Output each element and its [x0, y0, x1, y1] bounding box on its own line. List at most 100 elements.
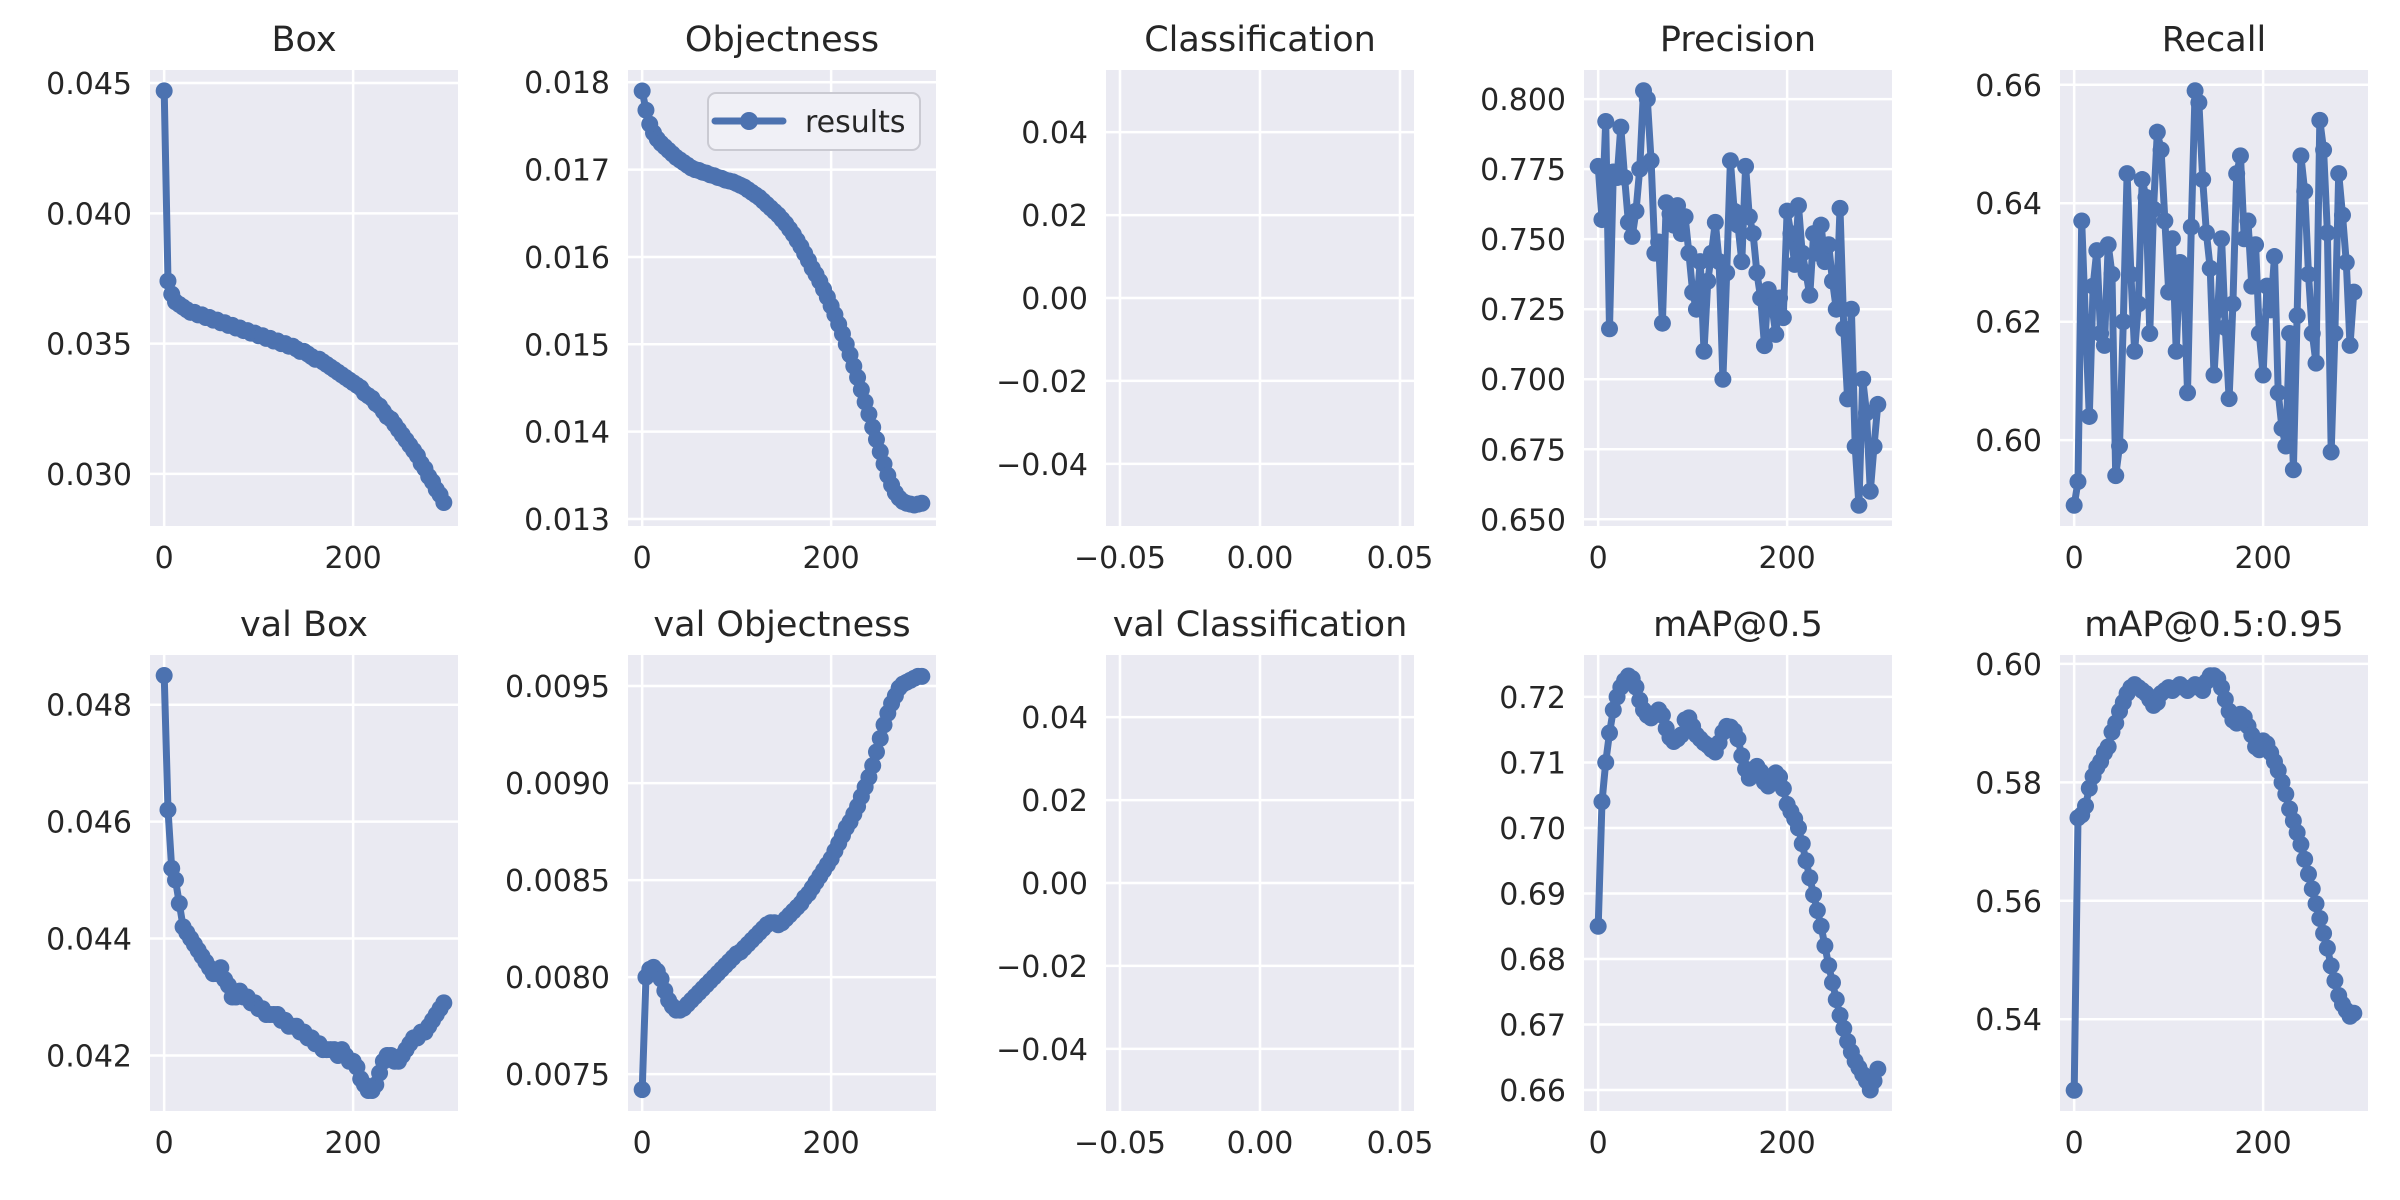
svg-text:200: 200	[324, 541, 381, 576]
subplot-val-classification: val Classification −0.05 0.00 0.05 −0.04 −0.…	[936, 600, 1436, 1191]
svg-text:0.675: 0.675	[1480, 433, 1566, 468]
svg-text:results: results	[805, 105, 906, 140]
svg-text:200: 200	[324, 1126, 381, 1161]
svg-text:0.013: 0.013	[524, 503, 610, 538]
svg-text:0.048: 0.048	[46, 689, 132, 724]
map50-plot: 0 200 0.66 0.67 0.68 0.69 0.70 0.71 0.72	[1499, 655, 1892, 1161]
subplot-val-box: val Box 0 200 0.042 0.044 0.046 0.048	[0, 600, 480, 1191]
svg-text:0.00: 0.00	[1227, 541, 1294, 576]
svg-text:0: 0	[1589, 541, 1608, 576]
precision-plot: 0 200 0.650 0.675 0.700 0.725 0.750 0.775 0.800	[1480, 70, 1892, 576]
svg-text:0.014: 0.014	[524, 416, 610, 451]
svg-text:0.00: 0.00	[1021, 282, 1088, 317]
svg-text:0.58: 0.58	[1975, 766, 2042, 801]
subplot-title-val-objectness: val Objectness	[653, 605, 911, 645]
svg-text:200: 200	[2234, 541, 2291, 576]
map50-95-plot: 0 200 0.54 0.56 0.58 0.60	[1975, 648, 2368, 1161]
subplot-title-box: Box	[271, 20, 337, 60]
subplot-classification: Classification −0.05 0.00 0.05 −0.04 −0.02 0.…	[936, 15, 1436, 606]
svg-text:0.725: 0.725	[1480, 293, 1566, 328]
svg-text:0.042: 0.042	[46, 1039, 132, 1074]
subplot-title-map50-95: mAP@0.5:0.95	[2084, 605, 2344, 645]
svg-text:0.04: 0.04	[1021, 116, 1088, 151]
box-loss-plot: 0 200 0.030 0.035 0.040 0.045	[46, 67, 458, 576]
objectness-loss-plot: 0 200 0.013 0.014 0.015 0.016 0.017 0.018 result…	[524, 66, 936, 576]
svg-text:0.66: 0.66	[1975, 69, 2042, 104]
svg-text:0.046: 0.046	[46, 806, 132, 841]
svg-text:0.04: 0.04	[1021, 701, 1088, 736]
subplot-val-objectness: val Objectness 0 200 0.0075 0.0080 0.0085 0.0…	[458, 600, 958, 1191]
svg-text:0.015: 0.015	[524, 328, 610, 363]
svg-text:0: 0	[1589, 1126, 1608, 1161]
subplot-title-val-box: val Box	[239, 605, 369, 645]
svg-text:0.0080: 0.0080	[505, 961, 610, 996]
subplot-map50-95: mAP@0.5:0.95 0 200 0.54 0.56 0.58 0.60	[1890, 600, 2390, 1191]
svg-text:0.016: 0.016	[524, 241, 610, 276]
subplot-objectness: Objectness 0 200 0.013 0.014 0.015 0.016 0.017…	[458, 15, 958, 606]
svg-text:0.64: 0.64	[1975, 187, 2042, 222]
svg-text:0: 0	[2065, 541, 2084, 576]
svg-text:0.044: 0.044	[46, 923, 132, 958]
svg-text:0.60: 0.60	[1975, 424, 2042, 459]
val-objectness-loss-plot: 0 200 0.0075 0.0080 0.0085 0.0090 0.0095	[505, 655, 936, 1161]
svg-text:0.72: 0.72	[1499, 681, 1566, 716]
svg-text:0.0090: 0.0090	[505, 767, 610, 802]
subplot-title-map50: mAP@0.5	[1653, 605, 1823, 645]
svg-text:0.045: 0.045	[46, 67, 132, 102]
svg-text:0.05: 0.05	[1367, 1126, 1434, 1161]
svg-text:0.700: 0.700	[1480, 363, 1566, 398]
svg-text:0.00: 0.00	[1227, 1126, 1294, 1161]
subplot-title-recall: Recall	[2161, 20, 2267, 60]
svg-text:0.05: 0.05	[1367, 541, 1434, 576]
svg-text:0.60: 0.60	[1975, 648, 2042, 683]
subplot-title-val-classification: val Classification	[1112, 605, 1408, 645]
svg-text:0: 0	[155, 1126, 174, 1161]
svg-text:0.62: 0.62	[1975, 306, 2042, 341]
svg-text:−0.05: −0.05	[1074, 541, 1166, 576]
svg-text:200: 200	[2234, 1126, 2291, 1161]
svg-text:0.54: 0.54	[1975, 1003, 2042, 1038]
classification-loss-plot: −0.05 0.00 0.05 −0.04 −0.02 0.00 0.02 0.04	[996, 70, 1434, 576]
svg-text:0.70: 0.70	[1499, 812, 1566, 847]
svg-text:0.030: 0.030	[46, 458, 132, 493]
svg-text:0.71: 0.71	[1499, 746, 1566, 781]
svg-text:0: 0	[155, 541, 174, 576]
svg-text:0.750: 0.750	[1480, 223, 1566, 258]
svg-text:0.02: 0.02	[1021, 784, 1088, 819]
svg-text:200: 200	[1758, 1126, 1815, 1161]
svg-text:0.017: 0.017	[524, 154, 610, 189]
svg-text:0: 0	[633, 541, 652, 576]
svg-text:0.0075: 0.0075	[505, 1058, 610, 1093]
svg-text:−0.02: −0.02	[996, 365, 1088, 400]
svg-text:−0.05: −0.05	[1074, 1126, 1166, 1161]
svg-text:−0.04: −0.04	[996, 1033, 1088, 1068]
svg-text:0.775: 0.775	[1480, 153, 1566, 188]
svg-text:200: 200	[1758, 541, 1815, 576]
subplot-title-classification: Classification	[1144, 20, 1376, 60]
val-box-loss-plot: 0 200 0.042 0.044 0.046 0.048	[46, 655, 458, 1161]
recall-plot: 0 200 0.60 0.62 0.64 0.66	[1975, 69, 2368, 576]
svg-text:0.00: 0.00	[1021, 867, 1088, 902]
svg-text:0.0085: 0.0085	[505, 864, 610, 899]
svg-text:−0.04: −0.04	[996, 448, 1088, 483]
svg-text:0.650: 0.650	[1480, 503, 1566, 538]
svg-text:0.035: 0.035	[46, 328, 132, 363]
svg-text:0.68: 0.68	[1499, 943, 1566, 978]
svg-text:200: 200	[802, 541, 859, 576]
subplot-recall: Recall 0 200 0.60 0.62 0.64 0.66	[1890, 15, 2390, 606]
subplot-precision: Precision 0 200 0.650 0.675 0.700 0.725 0.750 0…	[1414, 15, 1914, 606]
svg-text:0.800: 0.800	[1480, 83, 1566, 118]
svg-text:0: 0	[2065, 1126, 2084, 1161]
svg-text:0.02: 0.02	[1021, 199, 1088, 234]
val-classification-loss-plot: −0.05 0.00 0.05 −0.04 −0.02 0.00 0.02 0.04	[996, 655, 1434, 1161]
subplot-box: Box 0 200 0.030 0.035 0.040 0.045	[0, 15, 480, 606]
svg-text:0: 0	[633, 1126, 652, 1161]
svg-text:0.69: 0.69	[1499, 877, 1566, 912]
svg-text:0.56: 0.56	[1975, 885, 2042, 920]
subplot-title-objectness: Objectness	[684, 20, 880, 60]
subplot-title-precision: Precision	[1659, 20, 1817, 60]
svg-text:−0.02: −0.02	[996, 950, 1088, 985]
svg-text:0.0095: 0.0095	[505, 670, 610, 705]
svg-text:0.018: 0.018	[524, 66, 610, 101]
